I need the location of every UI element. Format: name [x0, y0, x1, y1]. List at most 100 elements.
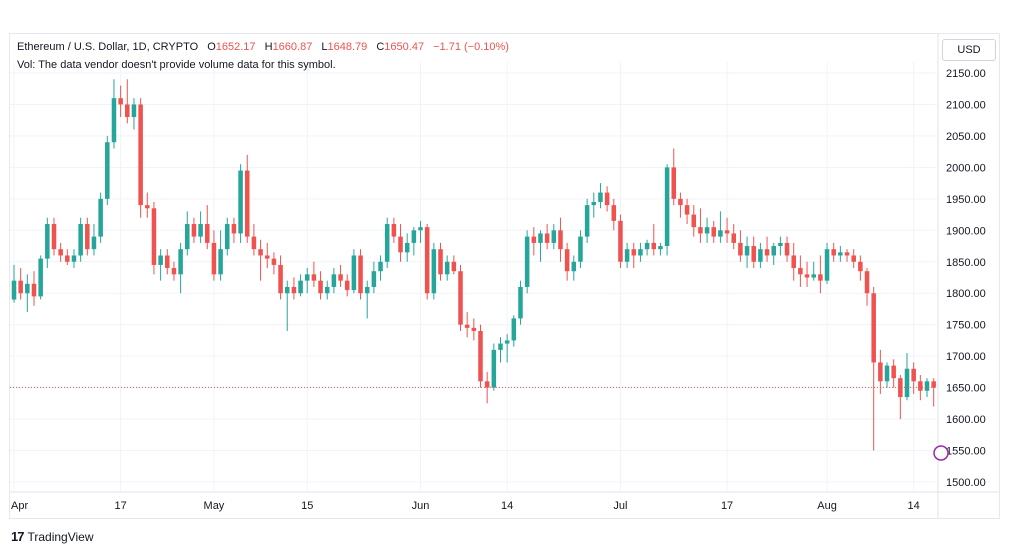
candle-body	[171, 268, 177, 275]
candle-body	[764, 249, 770, 256]
y-tick-label: 1550.00	[946, 446, 986, 458]
candle	[751, 236, 756, 269]
currency-button[interactable]: USD	[942, 39, 996, 61]
candle-body	[584, 205, 590, 237]
candle	[331, 268, 337, 294]
candle-body	[198, 224, 203, 237]
candle	[358, 249, 363, 300]
candle-body	[291, 286, 297, 294]
candle-body	[258, 249, 263, 256]
tradingview-wordmark: TradingView	[27, 529, 94, 544]
candle	[165, 249, 170, 275]
candle-body	[338, 274, 343, 281]
candle	[798, 255, 803, 287]
x-tick-label: 17	[721, 500, 733, 512]
candle	[864, 268, 870, 306]
candle-body	[71, 255, 77, 262]
candle-body	[45, 224, 50, 259]
candle	[85, 217, 90, 256]
open-value: 1652.17	[215, 41, 256, 53]
candle-body	[304, 274, 310, 281]
candle-body	[78, 224, 83, 256]
candle-body	[791, 255, 796, 269]
candle	[105, 135, 110, 206]
candle	[344, 274, 350, 297]
candle-body	[418, 227, 423, 231]
candle-body	[744, 246, 750, 256]
candle	[744, 236, 750, 269]
candle	[564, 242, 570, 281]
candle-body	[438, 249, 443, 275]
candle-body	[844, 252, 850, 256]
candle	[858, 255, 863, 281]
candle-body	[191, 224, 197, 237]
candle-body	[924, 381, 930, 391]
candle	[711, 220, 717, 243]
price-axis: 2150.00 2100.00 2050.00 2000.00 1950.00 1900.…	[937, 34, 986, 518]
candle	[185, 211, 190, 256]
candle-body	[471, 327, 477, 331]
candle-body	[931, 381, 936, 388]
candle-body	[484, 381, 490, 388]
candle	[558, 217, 563, 262]
tradingview-branding[interactable]: 17 TradingView	[11, 529, 94, 544]
candle-body	[151, 208, 157, 265]
candle-body	[458, 271, 463, 325]
candle	[891, 359, 896, 388]
candle-body	[831, 249, 836, 256]
candle	[324, 280, 330, 300]
candle	[204, 205, 210, 250]
candle	[671, 148, 677, 206]
candle	[38, 255, 43, 300]
candle	[884, 362, 890, 388]
candle-body	[25, 283, 30, 294]
candle-body	[824, 249, 830, 281]
candle-body	[51, 224, 57, 250]
candle-body	[618, 220, 623, 262]
candle-body	[564, 249, 570, 272]
candle	[831, 242, 836, 262]
candle-body	[178, 249, 183, 275]
candle-body	[264, 255, 270, 259]
candle	[278, 255, 283, 300]
open-key: O	[207, 41, 216, 53]
candle	[151, 201, 157, 275]
candle	[511, 315, 517, 347]
symbol-title[interactable]: Ethereum / U.S. Dollar, 1D, CRYPTO	[17, 41, 199, 53]
high-key: H	[264, 41, 273, 53]
candle-body	[424, 227, 430, 294]
candle	[738, 230, 743, 262]
x-tick-label: May	[204, 500, 225, 512]
candle-body	[165, 255, 170, 269]
candle-body	[38, 258, 43, 297]
x-tick-label: 14	[501, 500, 513, 512]
candle	[824, 242, 830, 284]
settings-marker-icon[interactable]	[933, 445, 949, 461]
candle	[538, 230, 543, 262]
candle-body	[364, 286, 370, 294]
candle-body	[578, 236, 583, 262]
candle-body	[811, 274, 816, 278]
candle	[224, 217, 230, 256]
candle-body	[464, 324, 470, 328]
candle	[498, 337, 503, 363]
candle-body	[531, 236, 537, 243]
candle-body	[351, 255, 357, 291]
candle	[778, 236, 783, 256]
candle	[784, 236, 790, 262]
candle	[518, 280, 523, 325]
candle-body	[898, 378, 903, 398]
candle	[804, 261, 810, 287]
candle-body	[818, 274, 823, 281]
candle	[678, 192, 683, 218]
candle	[198, 211, 203, 243]
candle	[731, 224, 737, 250]
candle	[444, 255, 450, 281]
candle-body	[858, 261, 863, 272]
candle	[544, 224, 550, 250]
candle	[364, 280, 370, 319]
candle	[438, 242, 443, 281]
candle-body	[138, 104, 143, 206]
candle-body	[251, 236, 257, 250]
